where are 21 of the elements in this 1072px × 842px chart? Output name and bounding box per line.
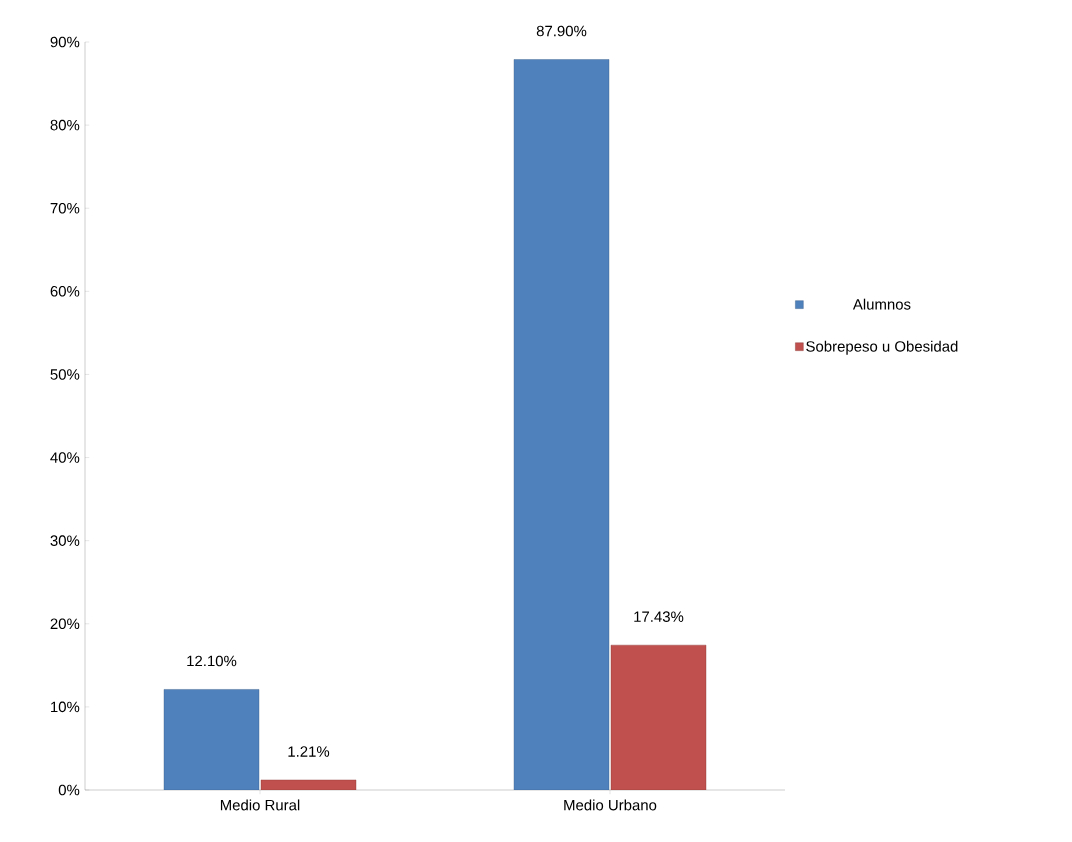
x-tick-label: Medio Rural [220, 799, 300, 811]
bar [163, 689, 260, 790]
data-label: 17.43% [634, 611, 684, 622]
y-tick-label: 30% [50, 535, 80, 546]
bar [610, 644, 707, 790]
y-tick-label: 0% [58, 784, 80, 796]
bar [513, 59, 610, 790]
y-tick-label: 50% [50, 369, 80, 380]
legend-label: Sobrepeso u Obesidad [806, 340, 958, 355]
y-tick-label: 90% [50, 36, 80, 48]
x-tick-label: Medio Urbano [564, 799, 657, 811]
y-tick-label: 80% [50, 119, 80, 131]
y-tick-label: 70% [50, 202, 80, 214]
text: Alumnos [852, 298, 911, 310]
y-tick-label: 40% [50, 452, 80, 463]
data-label: 87.90% [536, 25, 587, 37]
y-tick-label: 20% [50, 618, 80, 630]
y-tick-label: 60% [50, 286, 80, 297]
y-tick-label: 10% [51, 701, 80, 713]
data-label: 1.21% [288, 746, 330, 757]
data-label: 12.10% [187, 655, 237, 667]
